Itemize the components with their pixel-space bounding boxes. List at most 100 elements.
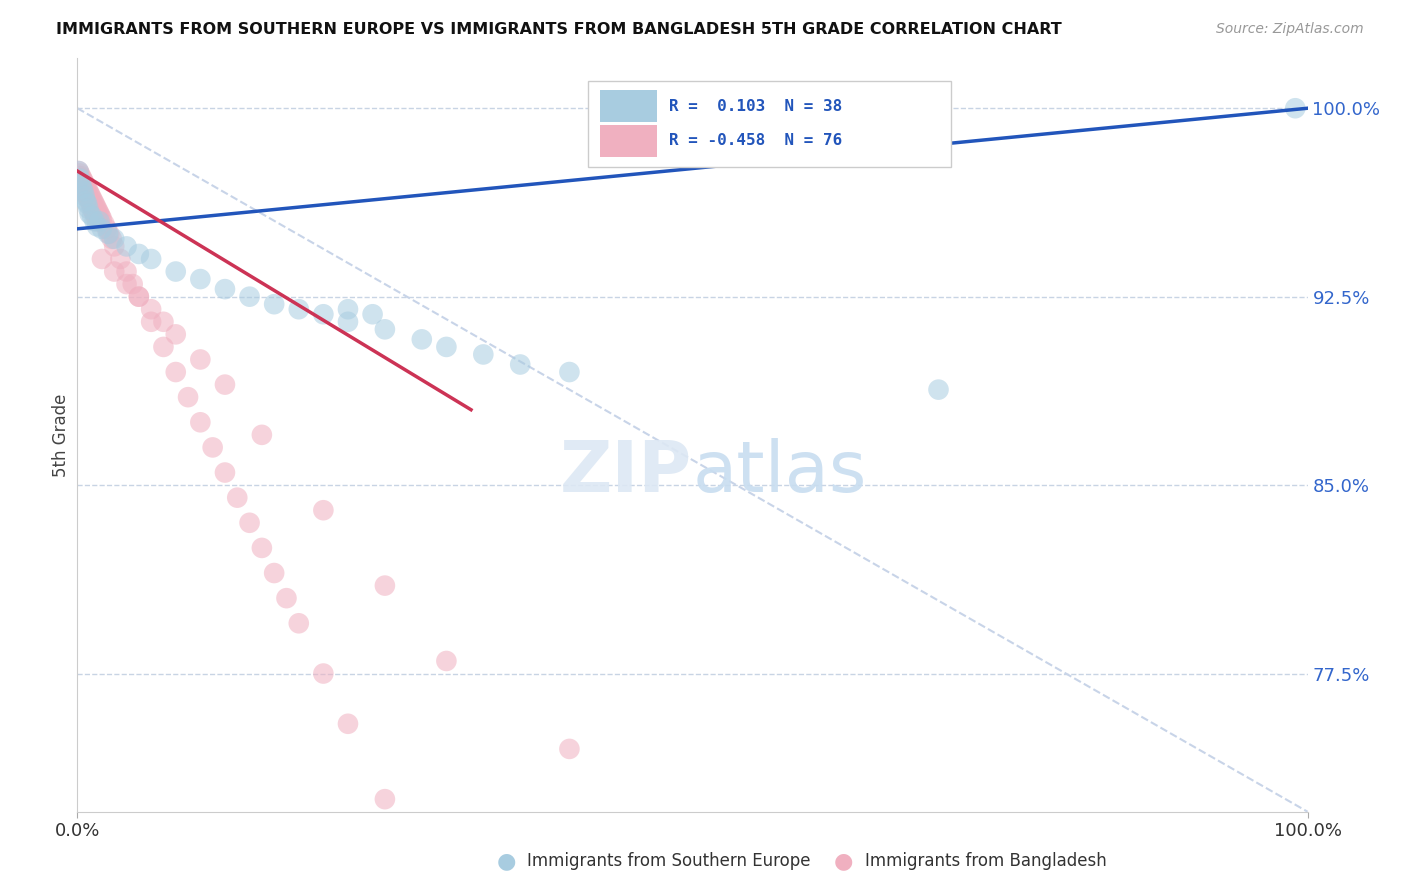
Point xyxy=(165,365,187,379)
Point xyxy=(82,194,104,209)
Point xyxy=(682,830,704,844)
Point xyxy=(509,358,531,372)
Point xyxy=(70,177,93,191)
Point xyxy=(115,277,138,291)
Point xyxy=(288,616,311,631)
Point xyxy=(128,290,150,304)
Text: Immigrants from Bangladesh: Immigrants from Bangladesh xyxy=(865,852,1107,870)
Point xyxy=(141,302,163,317)
Point xyxy=(226,491,249,505)
Point xyxy=(82,192,104,206)
Point xyxy=(411,332,433,346)
Point xyxy=(165,327,187,342)
Text: R = -0.458  N = 76: R = -0.458 N = 76 xyxy=(669,134,842,148)
Point xyxy=(82,209,104,223)
Point xyxy=(83,207,105,221)
Point xyxy=(82,204,104,219)
Point xyxy=(83,196,105,211)
Point xyxy=(312,307,335,321)
Point xyxy=(79,207,101,221)
Point xyxy=(90,209,112,223)
Point xyxy=(190,415,212,429)
Point xyxy=(98,227,121,241)
Point xyxy=(77,202,100,216)
Point xyxy=(79,186,101,201)
Point xyxy=(141,315,163,329)
Point xyxy=(69,171,91,186)
Point xyxy=(103,232,125,246)
Point xyxy=(103,264,125,278)
Point xyxy=(361,307,384,321)
Point xyxy=(214,377,236,392)
Point xyxy=(90,211,114,226)
Point xyxy=(97,227,120,241)
Point xyxy=(374,322,396,336)
Point xyxy=(337,315,360,329)
Point xyxy=(89,207,111,221)
Point xyxy=(263,297,285,311)
Point xyxy=(250,427,273,442)
Point xyxy=(472,347,495,361)
Point xyxy=(79,194,101,209)
Text: ZIP: ZIP xyxy=(560,438,693,507)
Point xyxy=(288,302,311,317)
Point xyxy=(77,184,100,198)
Point xyxy=(337,302,360,317)
Point xyxy=(276,591,298,606)
Point xyxy=(374,792,396,806)
Point xyxy=(69,167,91,181)
Point xyxy=(190,352,212,367)
Point xyxy=(337,716,360,731)
Point xyxy=(558,742,581,756)
Point xyxy=(152,340,174,354)
Point xyxy=(436,654,458,668)
Point xyxy=(83,214,105,228)
Point xyxy=(115,239,138,253)
Text: R =  0.103  N = 38: R = 0.103 N = 38 xyxy=(669,99,842,113)
Point xyxy=(67,164,90,178)
Point xyxy=(96,222,118,236)
Text: ●: ● xyxy=(496,851,516,871)
Text: ●: ● xyxy=(834,851,853,871)
Point xyxy=(67,164,90,178)
Point xyxy=(128,247,150,261)
Y-axis label: 5th Grade: 5th Grade xyxy=(52,393,70,476)
Point xyxy=(82,202,104,216)
Point xyxy=(374,578,396,592)
Point xyxy=(250,541,273,555)
Point xyxy=(239,290,262,304)
Point xyxy=(239,516,262,530)
Text: atlas: atlas xyxy=(693,438,868,507)
Point xyxy=(84,209,107,223)
Point xyxy=(263,566,285,580)
Point xyxy=(141,252,163,266)
Point xyxy=(165,264,187,278)
Point xyxy=(312,666,335,681)
Point xyxy=(72,184,94,198)
Point xyxy=(70,177,93,191)
Point xyxy=(436,340,458,354)
Point xyxy=(89,214,111,228)
Point xyxy=(190,272,212,286)
Text: Source: ZipAtlas.com: Source: ZipAtlas.com xyxy=(1216,22,1364,37)
Point xyxy=(84,199,107,213)
Point xyxy=(103,239,125,253)
FancyBboxPatch shape xyxy=(600,125,657,157)
Point xyxy=(121,277,143,291)
Point xyxy=(101,232,124,246)
Point xyxy=(312,503,335,517)
Point xyxy=(73,189,96,203)
Point xyxy=(115,264,138,278)
Point xyxy=(214,466,236,480)
Point xyxy=(77,192,100,206)
Point xyxy=(128,290,150,304)
Point xyxy=(75,194,97,209)
Point xyxy=(86,219,108,234)
Point xyxy=(80,189,103,203)
Point xyxy=(87,204,110,219)
Point xyxy=(110,252,132,266)
Point xyxy=(72,174,94,188)
Point xyxy=(177,390,200,404)
Text: Immigrants from Southern Europe: Immigrants from Southern Europe xyxy=(527,852,811,870)
Point xyxy=(93,217,115,231)
